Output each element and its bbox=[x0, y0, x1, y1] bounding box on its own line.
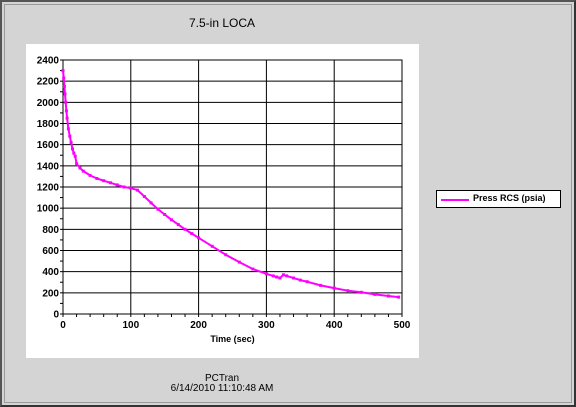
plot-panel: 0 200 400 600 800 1000 1200 1400 1600 1800 2000 220… bbox=[26, 44, 419, 358]
data-point bbox=[115, 183, 119, 187]
data-point bbox=[61, 69, 65, 73]
x-tick-label: 300 bbox=[258, 320, 275, 331]
y-tick-label: 400 bbox=[42, 267, 59, 278]
x-tick-label: 400 bbox=[326, 320, 343, 331]
data-point bbox=[332, 286, 336, 290]
data-point bbox=[102, 179, 106, 183]
data-point bbox=[88, 173, 92, 177]
y-tick-label: 1200 bbox=[37, 183, 60, 194]
data-point bbox=[271, 274, 275, 278]
y-tick-label: 2200 bbox=[37, 77, 60, 88]
data-point bbox=[386, 294, 390, 298]
data-point bbox=[78, 166, 82, 170]
data-point bbox=[64, 100, 68, 104]
data-point bbox=[136, 188, 140, 192]
data-point bbox=[170, 218, 173, 222]
footer-timestamp: 6/14/2010 11:10:48 AM bbox=[170, 383, 274, 394]
data-point bbox=[397, 295, 401, 299]
y-tick-label: 200 bbox=[42, 288, 59, 299]
data-point bbox=[122, 185, 126, 189]
data-point bbox=[183, 227, 187, 231]
data-point bbox=[142, 195, 146, 198]
data-point bbox=[109, 181, 112, 185]
data-point bbox=[285, 274, 289, 278]
data-point bbox=[95, 177, 99, 180]
data-point bbox=[373, 292, 377, 296]
data-point bbox=[305, 280, 309, 284]
data-point bbox=[62, 76, 66, 80]
chart-title: 7.5-in LOCA bbox=[188, 16, 256, 30]
y-tick-label: 2400 bbox=[37, 56, 60, 67]
data-point bbox=[197, 236, 201, 240]
data-point bbox=[75, 162, 79, 166]
data-point bbox=[176, 223, 180, 227]
data-point bbox=[129, 186, 133, 190]
y-tick-label: 800 bbox=[42, 225, 59, 236]
x-tick-label: 200 bbox=[190, 320, 207, 331]
x-tick-label: 0 bbox=[60, 320, 66, 331]
data-point bbox=[71, 147, 74, 151]
plot-svg: 0200400600800100012001400160018002000220… bbox=[37, 56, 411, 345]
data-point bbox=[346, 289, 350, 293]
data-point bbox=[251, 267, 255, 271]
data-point bbox=[62, 85, 66, 88]
data-point bbox=[81, 169, 85, 173]
data-point bbox=[163, 213, 167, 216]
x-tick-label: 100 bbox=[122, 320, 139, 331]
legend-label: Press RCS (psia) bbox=[473, 193, 546, 203]
data-point bbox=[359, 290, 363, 294]
y-tick-label: 1400 bbox=[37, 161, 60, 172]
data-point bbox=[292, 276, 295, 280]
data-point bbox=[63, 92, 67, 96]
data-point bbox=[319, 283, 323, 287]
data-point bbox=[68, 134, 72, 138]
data-point bbox=[237, 260, 241, 264]
legend: Press RCS (psia) bbox=[436, 190, 561, 208]
data-point bbox=[149, 201, 153, 205]
x-tick-label: 500 bbox=[394, 320, 411, 331]
data-point bbox=[69, 141, 73, 144]
data-point bbox=[66, 127, 70, 131]
data-point bbox=[278, 276, 282, 280]
data-point bbox=[298, 278, 302, 282]
data-point bbox=[275, 275, 279, 279]
data-point bbox=[224, 253, 228, 257]
data-point bbox=[72, 151, 76, 155]
y-tick-label: 1800 bbox=[37, 119, 60, 130]
data-point bbox=[64, 109, 68, 113]
data-point bbox=[190, 232, 194, 236]
y-tick-label: 600 bbox=[42, 246, 59, 257]
data-point bbox=[156, 207, 160, 211]
plot-frame bbox=[62, 59, 403, 315]
series-line bbox=[62, 70, 399, 299]
data-point bbox=[264, 272, 268, 276]
data-point bbox=[281, 273, 285, 277]
footer-source: PCTran bbox=[204, 373, 240, 384]
y-tick-label: 1000 bbox=[37, 204, 60, 215]
legend-swatch-line bbox=[441, 199, 469, 201]
data-point bbox=[73, 154, 77, 158]
data-point bbox=[210, 244, 214, 248]
y-tick-label: 1600 bbox=[37, 140, 60, 151]
data-point bbox=[65, 116, 69, 120]
window-inner-frame bbox=[4, 4, 572, 403]
y-tick-label: 0 bbox=[53, 310, 59, 321]
y-tick-label: 2000 bbox=[37, 98, 60, 109]
x-axis-label: Time (sec) bbox=[210, 334, 254, 344]
